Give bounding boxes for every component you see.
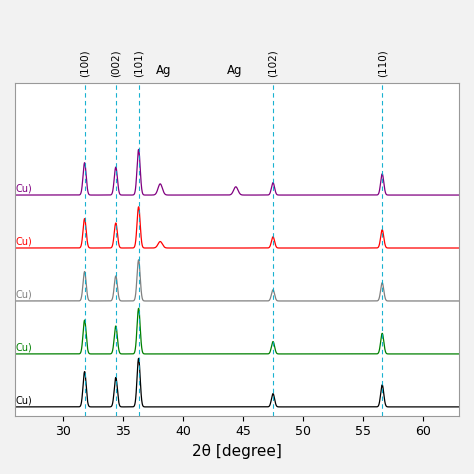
Text: Ag: Ag	[227, 64, 242, 77]
Text: (100): (100)	[80, 49, 90, 77]
Text: Cu): Cu)	[16, 237, 32, 246]
Text: (002): (002)	[111, 49, 121, 77]
Text: Cu): Cu)	[16, 395, 32, 405]
Text: Cu): Cu)	[16, 183, 32, 193]
Text: (101): (101)	[134, 49, 144, 77]
X-axis label: 2θ [degree]: 2θ [degree]	[192, 444, 282, 459]
Text: (110): (110)	[377, 49, 387, 77]
Text: (102): (102)	[268, 49, 278, 77]
Text: Ag: Ag	[156, 64, 172, 77]
Text: Cu): Cu)	[16, 290, 32, 300]
Text: Cu): Cu)	[16, 342, 32, 353]
